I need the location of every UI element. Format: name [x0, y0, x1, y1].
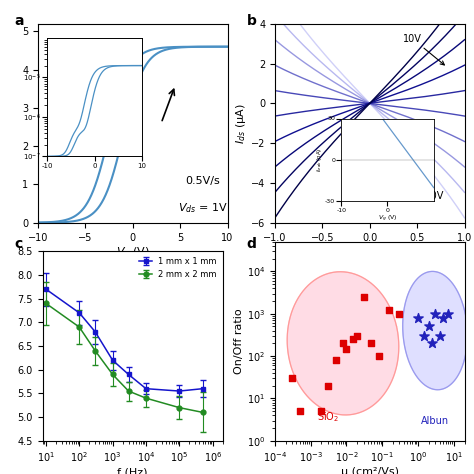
Point — [431, 310, 439, 318]
Point — [445, 310, 452, 318]
Point — [288, 374, 296, 382]
Point — [428, 339, 436, 347]
X-axis label: $V_g$ (V): $V_g$ (V) — [116, 245, 150, 262]
Point — [324, 382, 331, 390]
X-axis label: $V_g$ (V): $V_g$ (V) — [378, 214, 397, 224]
Text: -10V: -10V — [422, 191, 444, 201]
X-axis label: μ (cm²/Vs): μ (cm²/Vs) — [341, 467, 399, 474]
X-axis label: $V_{ds}$ (V): $V_{ds}$ (V) — [351, 245, 389, 259]
Point — [436, 332, 443, 340]
Text: c: c — [14, 237, 22, 251]
Point — [368, 339, 375, 347]
Y-axis label: On/Off ratio: On/Off ratio — [234, 309, 244, 374]
Point — [354, 332, 361, 340]
Point — [318, 408, 325, 415]
Point — [425, 323, 433, 330]
Point — [343, 345, 350, 352]
Point — [439, 314, 447, 322]
Text: 0.5V/s: 0.5V/s — [185, 176, 219, 186]
X-axis label: f (Hz): f (Hz) — [118, 467, 148, 474]
Point — [414, 314, 422, 322]
Point — [375, 352, 383, 360]
Text: b: b — [246, 14, 256, 28]
Polygon shape — [287, 272, 399, 415]
Text: 10V: 10V — [403, 34, 444, 65]
Point — [296, 408, 304, 415]
Text: Albun: Albun — [421, 416, 449, 426]
Point — [339, 339, 347, 347]
Text: SiO$_2$: SiO$_2$ — [317, 410, 339, 424]
Point — [385, 307, 392, 314]
Legend: 1 mm x 1 mm, 2 mm x 2 mm: 1 mm x 1 mm, 2 mm x 2 mm — [137, 255, 219, 281]
Point — [360, 293, 367, 301]
Text: a: a — [14, 14, 24, 28]
Text: d: d — [246, 237, 256, 251]
Point — [395, 310, 403, 318]
Y-axis label: $I_{leak}$ (nA): $I_{leak}$ (nA) — [315, 148, 324, 172]
Point — [349, 336, 356, 343]
Text: $V_{ds}$ = 1V: $V_{ds}$ = 1V — [178, 201, 228, 215]
Y-axis label: $I_{ds}$ (μA): $I_{ds}$ (μA) — [234, 103, 248, 144]
Point — [332, 356, 339, 364]
Point — [420, 332, 428, 340]
Polygon shape — [403, 272, 467, 390]
